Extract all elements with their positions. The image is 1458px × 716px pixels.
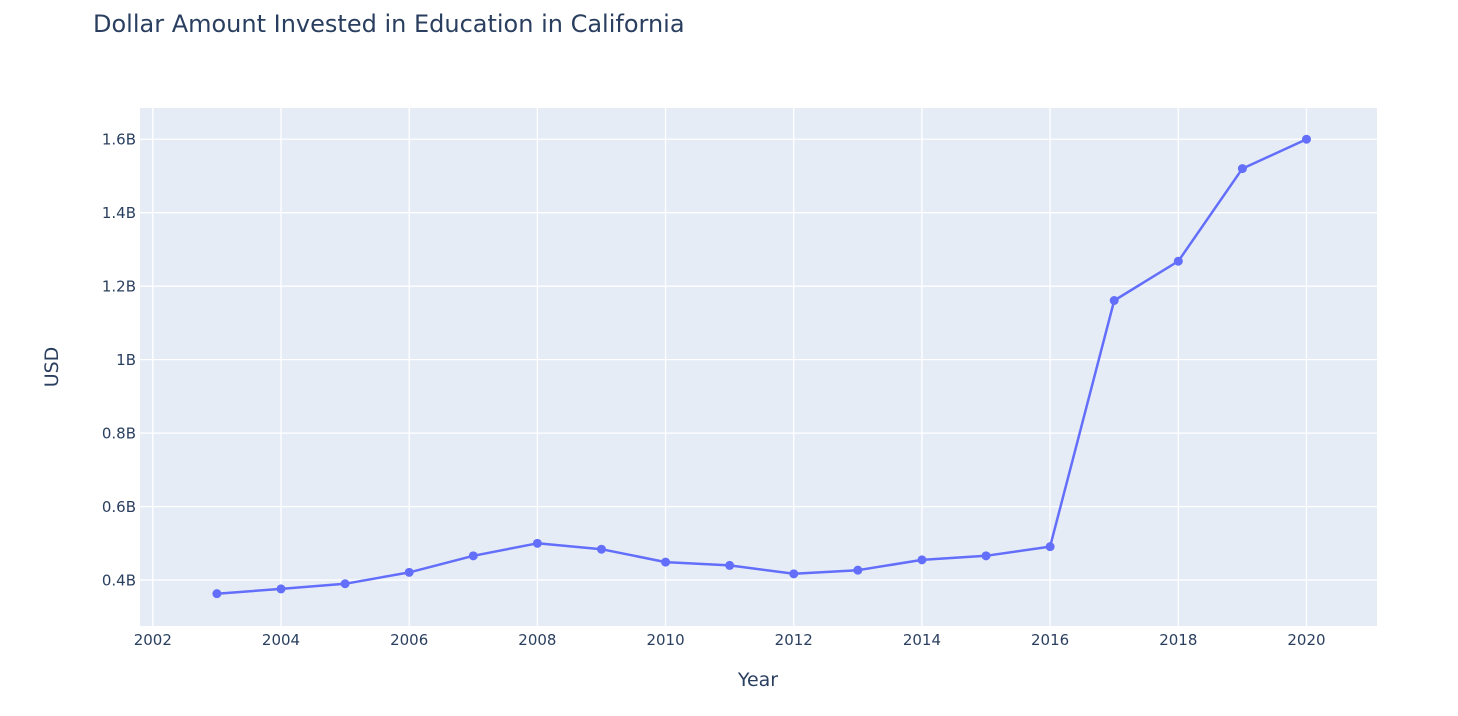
- y-tick-label: 0.8B: [102, 425, 136, 443]
- data-point[interactable]: [1301, 134, 1311, 144]
- chart-title: Dollar Amount Invested in Education in C…: [93, 10, 685, 38]
- data-point[interactable]: [1109, 296, 1119, 306]
- series-layer: [212, 134, 1311, 599]
- data-point[interactable]: [1237, 164, 1247, 174]
- x-tick-label: 2020: [1287, 631, 1325, 649]
- series-line: [216, 138, 1308, 595]
- y-tick-label: 0.4B: [102, 572, 136, 590]
- y-tick-label: 0.6B: [102, 498, 136, 516]
- x-tick-label: 2004: [262, 631, 300, 649]
- data-point[interactable]: [404, 567, 414, 577]
- y-tick-label: 1.6B: [102, 131, 136, 149]
- x-axis-title: Year: [737, 669, 778, 691]
- x-tick-label: 2010: [646, 631, 684, 649]
- data-point[interactable]: [917, 555, 927, 565]
- data-point[interactable]: [340, 579, 350, 589]
- y-tick-label: 1B: [116, 351, 136, 369]
- data-point[interactable]: [981, 551, 991, 561]
- x-axis-ticks: 2002 2004 2006 2008 2010 2012 2014 2016 2018 2020: [134, 631, 1326, 649]
- data-point[interactable]: [853, 565, 863, 575]
- y-axis-title: USD: [41, 347, 63, 388]
- y-tick-label: 1.2B: [102, 278, 136, 296]
- data-point[interactable]: [725, 560, 735, 570]
- data-point[interactable]: [468, 551, 478, 561]
- data-point[interactable]: [276, 584, 286, 594]
- data-point[interactable]: [212, 589, 222, 599]
- y-axis-ticks: 0.4B 0.6B 0.8B 1B 1.2B 1.4B 1.6B: [102, 131, 136, 590]
- x-tick-label: 2016: [1031, 631, 1069, 649]
- data-point[interactable]: [1045, 542, 1055, 552]
- x-tick-label: 2018: [1159, 631, 1197, 649]
- data-point[interactable]: [661, 557, 671, 567]
- y-tick-label: 1.4B: [102, 204, 136, 222]
- x-tick-label: 2006: [390, 631, 428, 649]
- x-tick-label: 2014: [903, 631, 941, 649]
- data-point[interactable]: [532, 538, 542, 548]
- x-tick-label: 2012: [775, 631, 813, 649]
- x-tick-label: 2008: [518, 631, 556, 649]
- data-point[interactable]: [1173, 256, 1183, 266]
- x-tick-label: 2002: [134, 631, 172, 649]
- data-point[interactable]: [789, 569, 799, 579]
- data-point[interactable]: [596, 544, 606, 554]
- plot-area: [140, 108, 1377, 626]
